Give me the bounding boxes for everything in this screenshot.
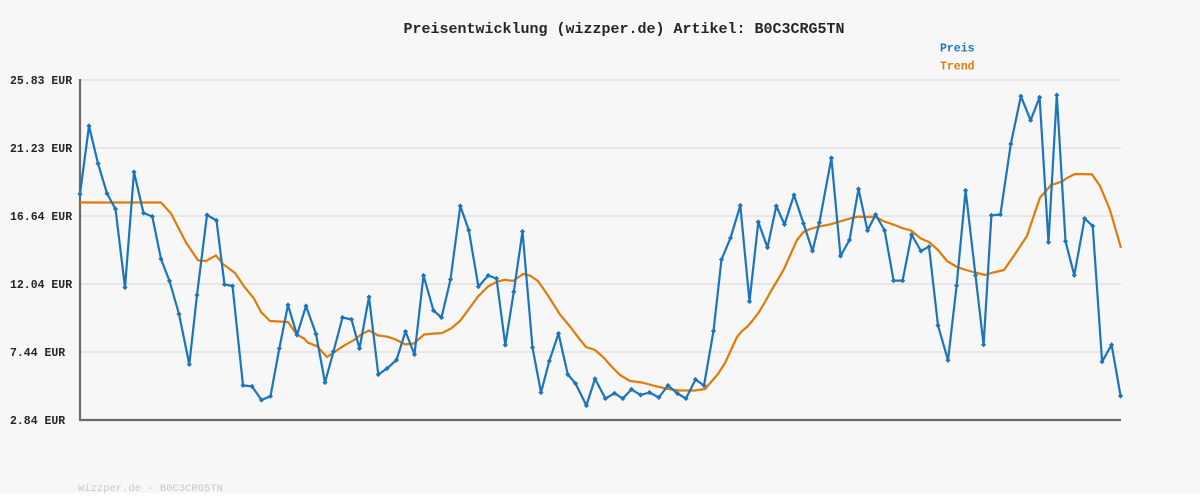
svg-text:2.84 EUR: 2.84 EUR (10, 415, 65, 428)
svg-text:12.04 EUR: 12.04 EUR (10, 279, 72, 292)
svg-text:7.44 EUR: 7.44 EUR (10, 347, 65, 360)
svg-text:Preisentwicklung (wizzper.de): Preisentwicklung (wizzper.de) Artikel: B… (403, 21, 844, 38)
svg-text:Preis: Preis (940, 43, 975, 56)
svg-text:Wizzper.de - B0C3CRG5TN: Wizzper.de - B0C3CRG5TN (78, 483, 223, 495)
svg-text:Trend: Trend (940, 61, 975, 74)
svg-text:25.83 EUR: 25.83 EUR (10, 75, 72, 88)
svg-text:21.23 EUR: 21.23 EUR (10, 143, 72, 156)
svg-text:16.64 EUR: 16.64 EUR (10, 211, 72, 224)
